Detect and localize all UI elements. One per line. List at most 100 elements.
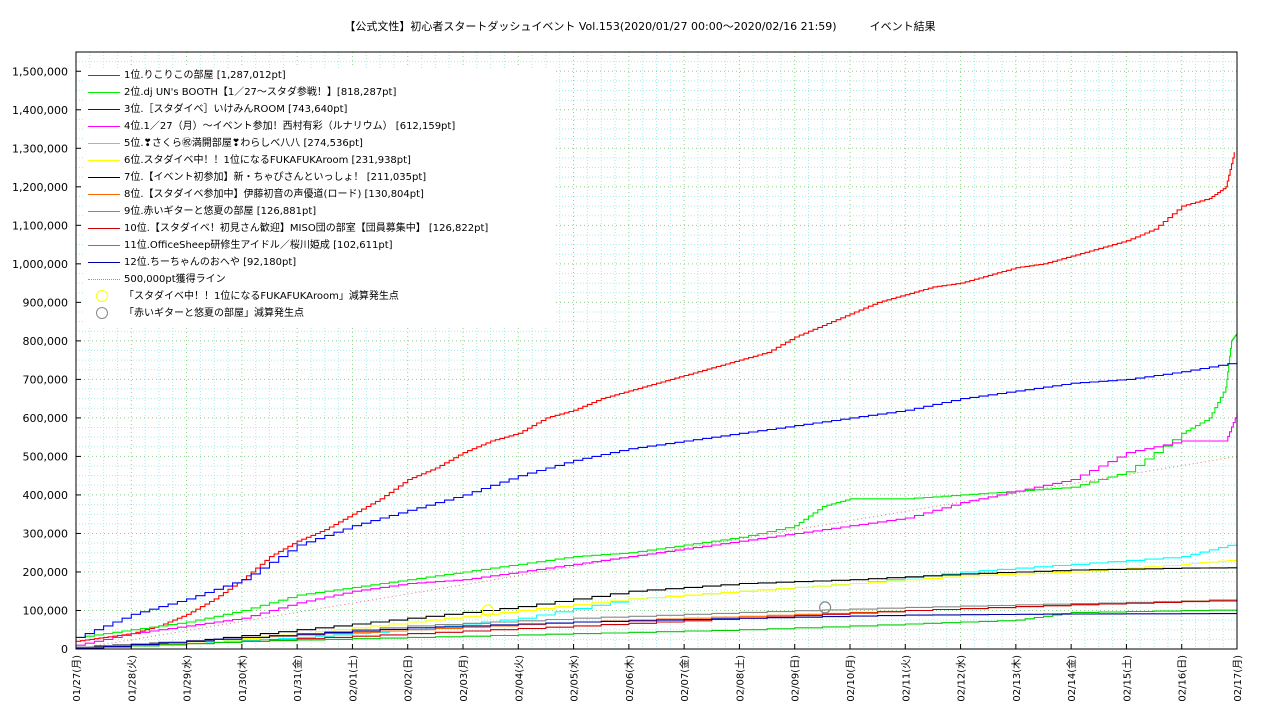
x-tick-label: 02/09(日) [791,655,802,702]
legend-label: 7位.【イベント初参加】新・ちゃぴさんといっしょ！ [211,035pt] [124,172,427,183]
x-tick-label: 01/31(金) [291,655,304,702]
legend-item-6: 6位.スタダイベ中！！1位になるFUKAFUKAroom [231,938pt] [84,153,556,170]
y-tick-labels: 0 100,000 200,000 300,000 400,000 500,000 600,… [12,65,81,656]
legend-label: 500,000pt獲得ライン [124,274,226,285]
marker-layer [481,601,832,617]
y-tick-label: 600,000 [23,412,69,425]
legend-item-7: 7位.【イベント初参加】新・ちゃぴさんといっしょ！ [211,035pt] [84,170,556,187]
y-tick-label: 300,000 [23,527,69,540]
legend-item-3: 3位.［スタダイベ］いけみんROOM [743,640pt] [84,102,556,119]
legend-item-2: 2位.dj UN's BOOTH【1／27〜スタダ参戦！】[818,287pt] [84,85,556,102]
legend-item-reference: 500,000pt獲得ライン [84,272,556,289]
legend-label: 8位.【スタダイベ参加中】伊藤初音の声優道(ロード) [130,804pt] [124,189,424,200]
legend-swatch [88,245,120,246]
x-tick-label: 01/27(月) [71,655,83,702]
series-line-12 [76,613,1237,649]
legend-swatch [88,160,120,161]
legend-swatch [88,211,120,212]
legend-item-12: 12位.ちーちゃんのおへや [92,180pt] [84,255,556,272]
marker-2 [819,601,832,614]
legend-swatch [96,290,108,302]
x-tick-label: 02/15(土) [1120,655,1133,702]
legend-label: 9位.赤いギターと悠夏の部屋 [126,881pt] [124,206,317,217]
legend-label: 「スタダイベ中！！1位になるFUKAFUKAroom」減算発生点 [124,291,399,302]
y-tick-label: 1,100,000 [12,219,68,232]
series-line-6 [76,559,1238,648]
legend-swatch [96,307,108,319]
x-tick-label: 02/06(木) [624,655,636,702]
x-tick-label: 02/11(火) [900,655,912,702]
x-tick-label: 01/30(木) [237,655,249,702]
plot-frame [75,51,1238,650]
x-tick-label: 02/07(金) [678,655,691,702]
legend-swatch [88,75,120,76]
x-tick-label: 02/10(月) [845,655,857,702]
y-tick-label: 800,000 [23,335,69,348]
series-lines [76,152,1238,649]
y-tick-label: 200,000 [23,566,69,579]
x-tick-label: 02/14(金) [1065,655,1078,702]
legend-item-1: 1位.りこりこの部屋 [1,287,012pt] [84,68,556,85]
legend-item-marker-1: 「スタダイベ中！！1位になるFUKAFUKAroom」減算発生点 [84,289,556,306]
legend-swatch [88,177,120,178]
legend-label: 3位.［スタダイベ］いけみんROOM [743,640pt] [124,104,348,115]
x-tick-label: 02/13(木) [1011,655,1023,702]
legend-swatch [88,109,120,110]
legend-label: 2位.dj UN's BOOTH【1／27〜スタダ参戦！】[818,287pt] [124,87,397,98]
x-tick-label: 01/28(火) [126,655,138,702]
legend-label: 6位.スタダイベ中！！1位になるFUKAFUKAroom [231,938pt] [124,155,411,166]
series-line-4 [76,413,1238,646]
y-tick-label: 700,000 [23,373,69,386]
legend-label: 「赤いギターと悠夏の部屋」減算発生点 [124,308,304,319]
y-tick-label: 100,000 [23,604,69,617]
x-tick-label: 02/05(水) [569,655,581,702]
x-tick-labels: 01/27(月) 01/28(火) 01/29(水) 01/30(木) 01/31(金)… [71,644,1244,702]
legend-item-8: 8位.【スタダイベ参加中】伊藤初音の声優道(ロード) [130,804pt] [84,187,556,204]
legend-swatch [88,143,120,144]
y-tick-label: 400,000 [23,489,69,502]
y-tick-label: 1,500,000 [12,65,68,78]
legend: 1位.りこりこの部屋 [1,287,012pt] 2位.dj UN's BOOTH… [84,68,556,328]
x-tick-label: 02/12(水) [956,655,968,702]
legend-label: 1位.りこりこの部屋 [1,287,012pt] [124,70,286,81]
legend-label: 5位.❣さくら㊗満開部屋❣わらしべ八八 [274,536pt] [124,138,363,149]
legend-label: 10位.【スタダイベ！初見さん歓迎】MISO団の部室【団員募集中】 [126,8… [124,223,489,234]
x-tick-label: 02/16(日) [1178,655,1189,702]
x-tick-label: 02/08(土) [733,655,746,702]
x-tick-label: 02/01(土) [346,655,359,702]
y-tick-label: 1,000,000 [12,258,68,271]
y-tick-label: 1,200,000 [12,181,68,194]
y-tick-label: 0 [61,643,68,656]
legend-item-marker-2: 「赤いギターと悠夏の部屋」減算発生点 [84,306,556,323]
x-tick-label: 02/17(月) [1232,655,1244,702]
legend-label: 12位.ちーちゃんのおへや [92,180pt] [124,257,297,268]
legend-item-4: 4位.1／27（月）〜イベント参加！西村有彩（ルナリウム） [612,159pt… [84,119,556,136]
legend-swatch [88,126,120,127]
series-line-10 [76,600,1238,649]
y-tick-label: 1,300,000 [12,142,68,155]
x-tick-label: 02/02(日) [404,655,415,702]
legend-item-11: 11位.OfficeSheep研修生アイドル／桜川姫成 [102,611pt] [84,238,556,255]
legend-label: 11位.OfficeSheep研修生アイドル／桜川姫成 [102,611pt] [124,240,393,251]
legend-swatch [88,228,120,229]
chart-title: 【公式文性】初心者スタートダッシュイベント Vol.153(2020/01/27… [344,20,936,33]
legend-swatch [88,279,120,280]
y-tick-label: 900,000 [23,296,69,309]
legend-item-5: 5位.❣さくら㊗満開部屋❣わらしべ八八 [274,536pt] [84,136,556,153]
series-line-3 [76,362,1238,638]
x-tick-label: 02/03(月) [458,655,470,702]
series-line-7 [76,567,1238,648]
marker-1 [481,604,494,617]
legend-swatch [88,262,120,263]
legend-swatch [88,194,120,195]
series-line-11 [76,609,1238,649]
legend-swatch [88,92,120,93]
x-tick-label: 02/04(火) [513,655,525,702]
y-tick-label: 1,400,000 [12,104,68,117]
series-line-1 [76,152,1235,642]
legend-item-9: 9位.赤いギターと悠夏の部屋 [126,881pt] [84,204,556,221]
x-tick-label: 01/29(水) [182,655,194,702]
legend-item-10: 10位.【スタダイベ！初見さん歓迎】MISO団の部室【団員募集中】 [126,8… [84,221,556,238]
y-tick-label: 500,000 [23,450,69,463]
legend-label: 4位.1／27（月）〜イベント参加！西村有彩（ルナリウム） [612,159pt… [124,121,456,132]
